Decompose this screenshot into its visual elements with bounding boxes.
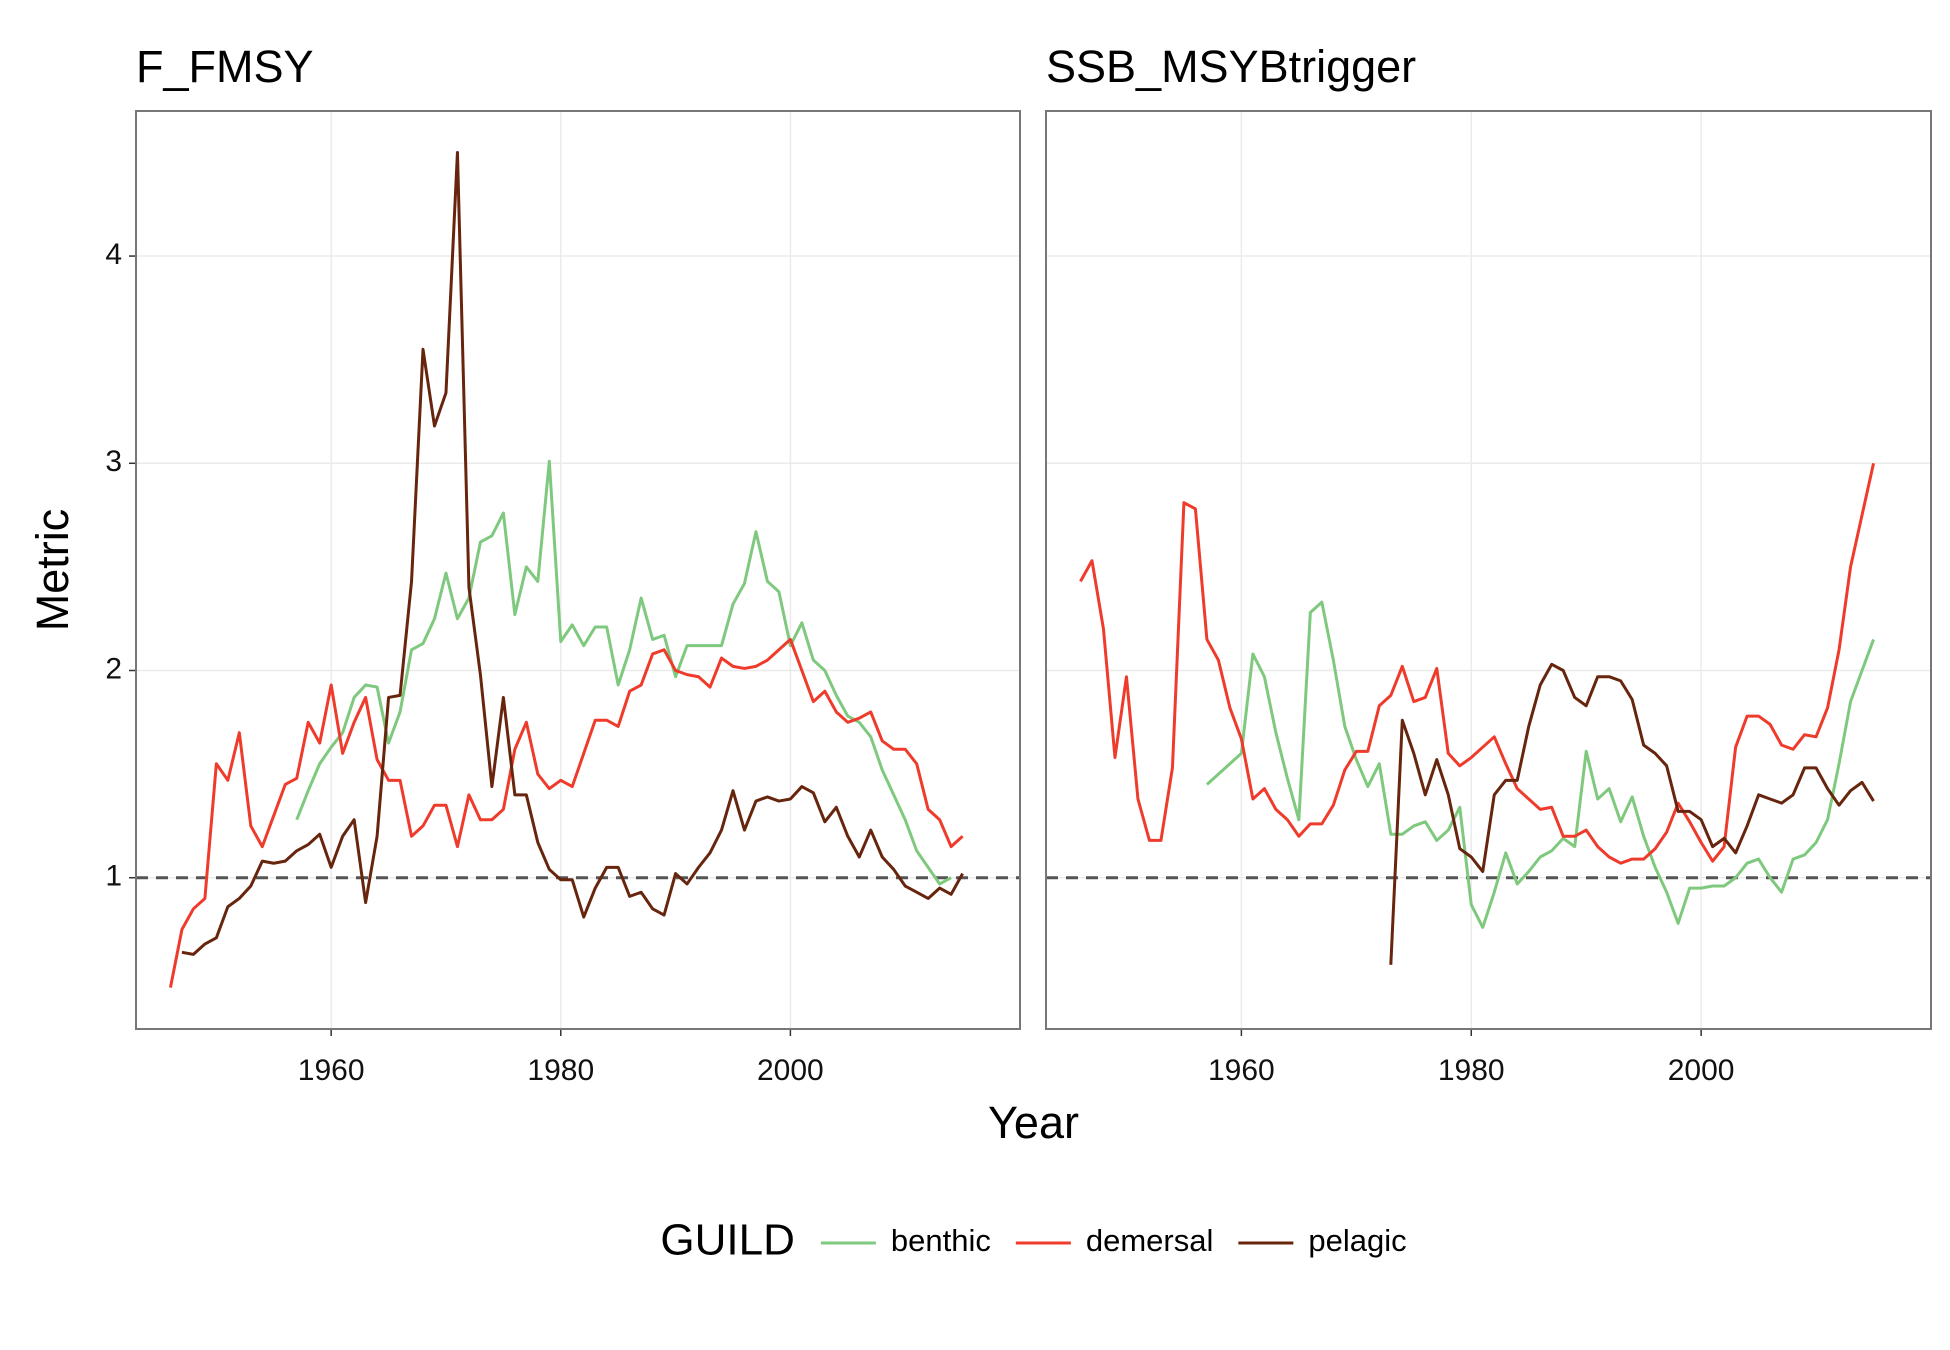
y-tick-label: 3: [105, 445, 122, 478]
series-line: [168, 637, 964, 988]
series-line: [181, 150, 964, 956]
series-line: [1205, 600, 1875, 929]
legend: GUILD benthic demersal pelagic: [660, 1216, 1406, 1265]
panel-border: [135, 110, 1021, 1030]
panel-border: [1045, 110, 1932, 1030]
x-tick-label: 1960: [298, 1054, 365, 1087]
panel-title: SSB_MSYBtrigger: [1046, 41, 1416, 92]
x-tick-label: 1980: [527, 1054, 594, 1087]
y-tick-label: 2: [105, 652, 122, 685]
y-tick-label: 4: [105, 238, 122, 271]
x-tick-label: 1960: [1208, 1054, 1275, 1087]
panel-title: F_FMSY: [136, 41, 314, 92]
legend-title: GUILD: [660, 1216, 794, 1265]
legend-label: pelagic: [1308, 1223, 1406, 1258]
legend-label: demersal: [1086, 1223, 1214, 1258]
x-tick-label: 2000: [1668, 1054, 1735, 1087]
series-line: [1079, 462, 1875, 865]
x-tick-label: 2000: [757, 1054, 824, 1087]
y-tick-label: 1: [105, 860, 122, 893]
y-axis-title: Metric: [27, 509, 78, 632]
x-axis-title: Year: [988, 1097, 1079, 1148]
legend-label: benthic: [891, 1223, 991, 1258]
series-line: [1389, 662, 1875, 965]
series-line: [295, 459, 952, 886]
x-tick-label: 1980: [1438, 1054, 1505, 1087]
